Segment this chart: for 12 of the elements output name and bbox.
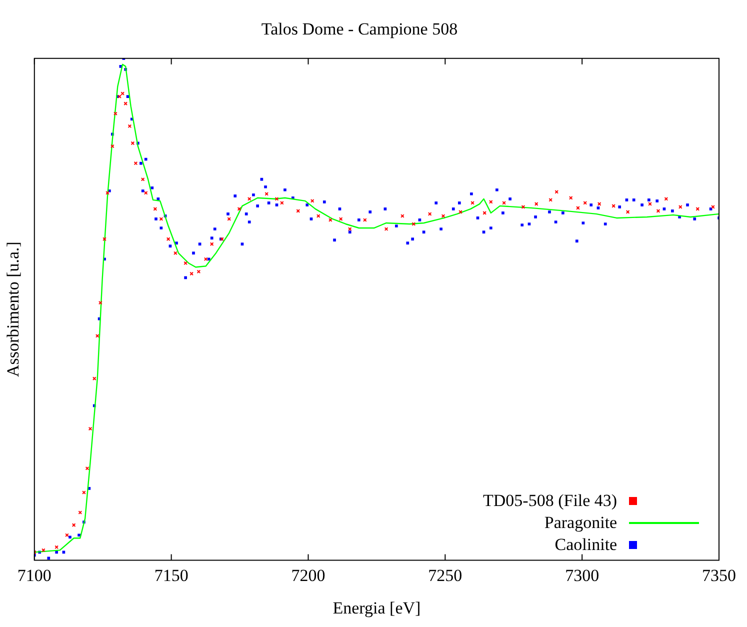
legend-label: TD05-508 (File 43) [483,490,618,512]
legend-label: Caolinite [554,534,618,556]
chart-title: Talos Dome - Campione 508 [261,20,458,39]
x-axis-title: Energia [eV] [332,598,421,618]
x-tick-label: 7150 [154,566,188,585]
x-tick-label: 7100 [17,566,52,585]
legend-label: Paragonite [544,512,618,534]
x-tick-label: 7250 [428,566,462,585]
y-axis-title: Assorbimento [u.a.] [4,242,23,378]
x-tick-label: 7300 [565,566,600,585]
x-tick-label: 7200 [291,566,326,585]
x-tick-label: 7350 [702,566,736,585]
